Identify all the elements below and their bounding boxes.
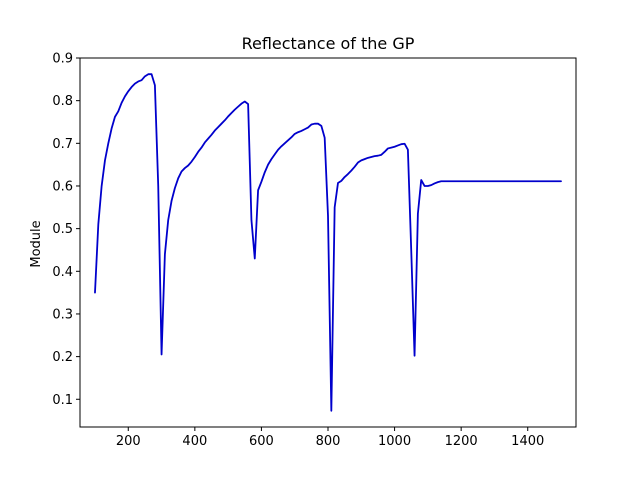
y-tick-label: 0.8 — [52, 94, 73, 109]
x-tick-label: 200 — [116, 434, 141, 449]
x-tick-label: 1000 — [378, 434, 411, 449]
y-tick-label: 0.9 — [52, 52, 73, 67]
y-tick-label: 0.6 — [52, 179, 73, 194]
y-tick-label: 0.3 — [52, 307, 73, 322]
reflectance-line — [94, 73, 562, 412]
y-axis-label: Module — [29, 220, 44, 267]
y-tick-label: 0.4 — [52, 265, 73, 280]
x-axis-ticks: 200 400 600 800 1000 1200 1400 — [116, 427, 544, 449]
x-tick-label: 800 — [316, 434, 341, 449]
x-tick-label: 400 — [182, 434, 207, 449]
plot-area-frame — [79, 57, 577, 428]
x-tick-label: 1200 — [445, 434, 478, 449]
y-tick-label: 0.5 — [52, 222, 73, 237]
x-tick-label: 600 — [249, 434, 274, 449]
y-tick-label: 0.1 — [52, 393, 73, 408]
y-tick-label: 0.7 — [52, 137, 73, 152]
x-tick-label: 1400 — [511, 434, 544, 449]
y-tick-label: 0.2 — [52, 350, 73, 365]
y-axis-ticks: 0.1 0.2 0.3 0.4 0.5 0.6 0.7 0.8 0.9 — [52, 52, 80, 408]
chart-title: Reflectance of the GP — [242, 34, 415, 53]
